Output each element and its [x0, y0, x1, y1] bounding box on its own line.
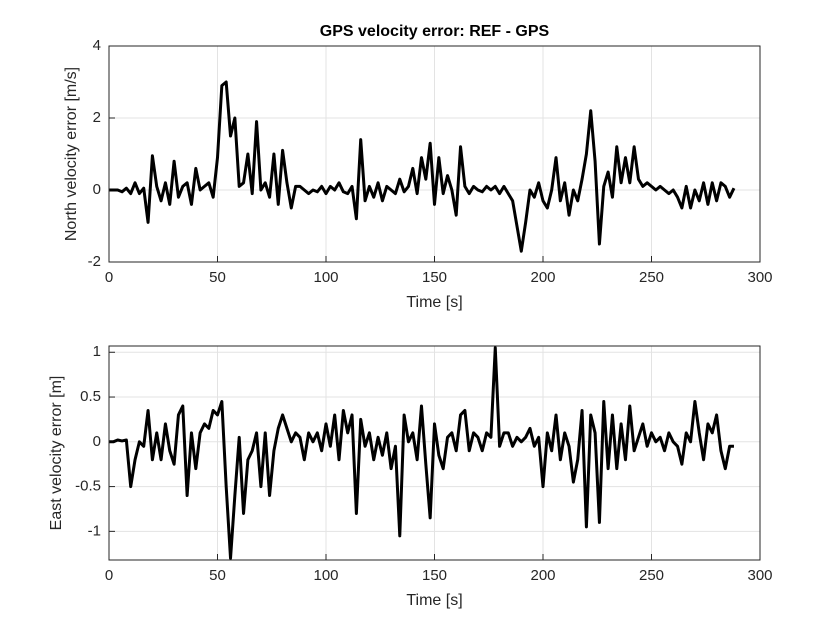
y-tick-label: 0: [93, 181, 101, 198]
y-tick-label: -0.5: [75, 478, 101, 495]
y-tick-label: -2: [88, 253, 101, 270]
x-tick-label: 50: [209, 269, 226, 286]
x-tick-label: 300: [747, 269, 772, 286]
y-tick-label: -1: [88, 522, 101, 539]
x-tick-label: 150: [422, 567, 447, 584]
x-tick-label: 200: [530, 269, 555, 286]
x-tick-label: 200: [530, 567, 555, 584]
y-tick-label: 1: [93, 343, 101, 360]
y-axis-label: North velocity error [m/s]: [63, 67, 80, 241]
x-tick-label: 250: [639, 567, 664, 584]
x-tick-label: 100: [313, 567, 338, 584]
y-tick-label: 0: [93, 433, 101, 450]
data-line: [109, 346, 734, 560]
y-tick-label: 4: [93, 37, 101, 54]
x-axis-label: Time [s]: [406, 592, 462, 609]
x-axis-label: Time [s]: [406, 294, 462, 311]
x-tick-label: 150: [422, 269, 447, 286]
data-line: [109, 80, 736, 253]
chart-title: GPS velocity error: REF - GPS: [320, 23, 550, 40]
x-tick-label: 250: [639, 269, 664, 286]
y-tick-label: 0.5: [80, 388, 101, 405]
x-tick-label: 100: [313, 269, 338, 286]
x-tick-label: 50: [209, 567, 226, 584]
x-tick-label: 0: [105, 269, 113, 286]
y-tick-label: 2: [93, 109, 101, 126]
y-axis-label: East velocity error [m]: [48, 376, 65, 531]
axes-box: [108, 345, 761, 561]
axes-box: [108, 45, 761, 263]
x-tick-label: 0: [105, 567, 113, 584]
x-tick-label: 300: [747, 567, 772, 584]
